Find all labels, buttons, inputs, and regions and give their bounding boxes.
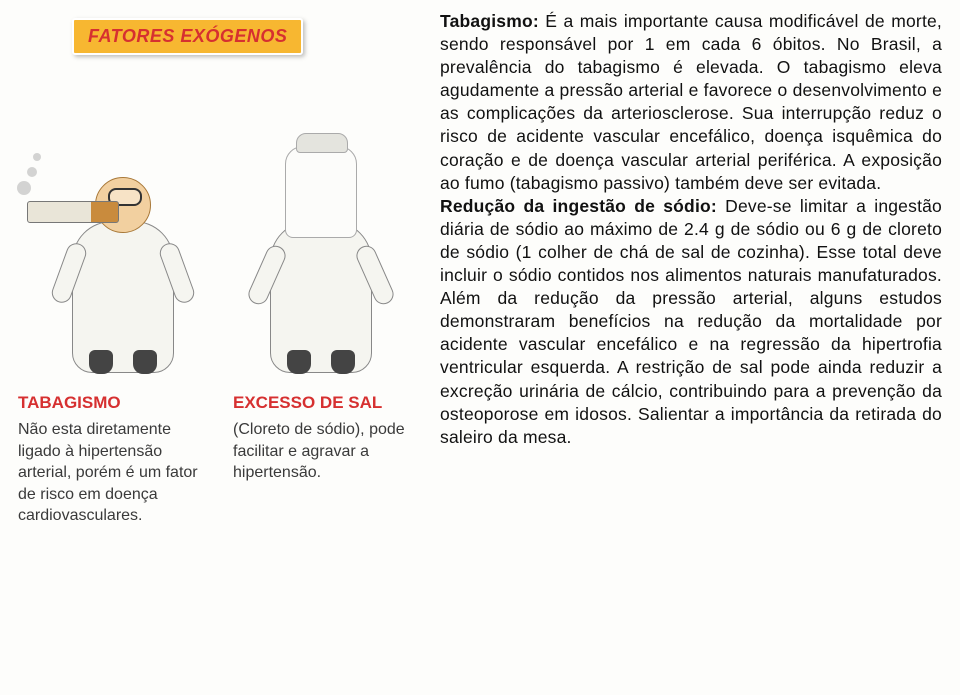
caption-tabagismo: TABAGISMO Não esta diretamente ligado à … (18, 393, 211, 527)
smoke-icon (33, 153, 41, 161)
cigarette-icon (27, 201, 119, 223)
doctor-foot (331, 350, 355, 374)
lead-sodio: Redução da ingestão de sódio: (440, 196, 717, 216)
left-column: FATORES EXÓGENOS (0, 0, 440, 695)
salt-shaker-figure (231, 113, 411, 373)
doctor-arm (353, 243, 396, 308)
caption-row: TABAGISMO Não esta diretamente ligado à … (12, 393, 432, 527)
doctor-foot (287, 350, 311, 374)
doctor-foot (133, 350, 157, 374)
right-column: Tabagismo: É a mais importante causa mod… (440, 0, 960, 695)
doctor-smoking-figure (33, 113, 213, 373)
doctor-arm (245, 243, 288, 308)
doctor-arm (157, 240, 197, 305)
doctor-body (72, 221, 174, 373)
lead-tabagismo: Tabagismo: (440, 11, 539, 31)
doctor-arm (49, 240, 89, 305)
doctor-foot (89, 350, 113, 374)
doctor-body (270, 221, 372, 373)
para-tabagismo: É a mais importante causa modificável de… (440, 11, 942, 193)
illustration-row (12, 73, 432, 373)
caption-text: (Cloreto de sódio), pode facilitar e agr… (233, 419, 426, 484)
banner-title: FATORES EXÓGENOS (72, 18, 303, 55)
body-text: Tabagismo: É a mais importante causa mod… (440, 10, 942, 449)
caption-title: EXCESSO DE SAL (233, 393, 426, 413)
para-sodio: Deve-se limitar a ingestão diária de sód… (440, 196, 942, 447)
smoke-icon (17, 181, 31, 195)
salt-shaker-head-icon (285, 146, 357, 238)
caption-title: TABAGISMO (18, 393, 211, 413)
caption-excesso-sal: EXCESSO DE SAL (Cloreto de sódio), pode … (233, 393, 426, 527)
caption-text: Não esta diretamente ligado à hipertensã… (18, 419, 211, 527)
smoke-icon (27, 167, 37, 177)
